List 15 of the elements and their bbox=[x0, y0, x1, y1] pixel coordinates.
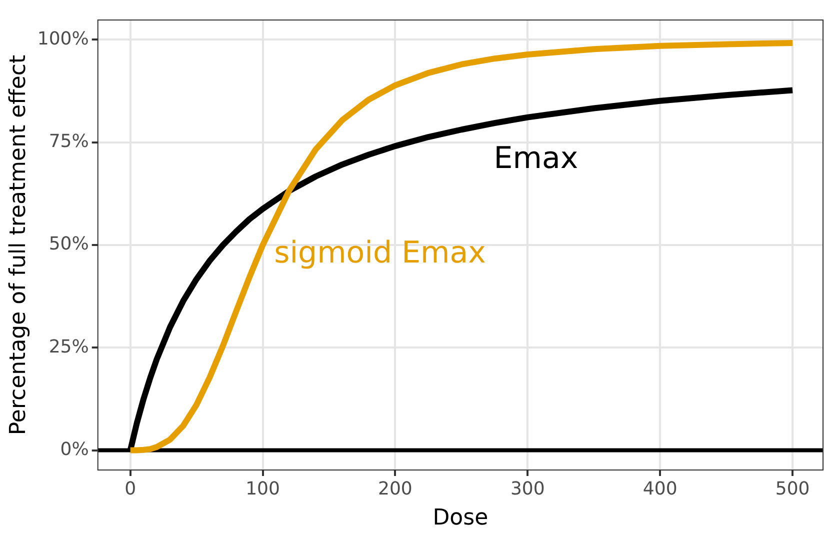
y-tick-label: 50% bbox=[48, 234, 89, 255]
y-tick-label: 0% bbox=[60, 438, 89, 460]
x-tick-label: 500 bbox=[775, 478, 810, 500]
x-tick-label: 400 bbox=[642, 478, 678, 500]
x-tick-label: 200 bbox=[378, 478, 412, 500]
y-tick-label: 25% bbox=[48, 336, 89, 358]
x-tick-label: 100 bbox=[246, 478, 280, 500]
series-label: Emax bbox=[494, 141, 578, 176]
series-label: sigmoid Emax bbox=[274, 236, 486, 271]
x-axis-title: Dose bbox=[432, 506, 488, 531]
y-tick-label: 100% bbox=[37, 28, 89, 50]
x-tick-label: 300 bbox=[510, 478, 545, 500]
y-tick-label: 75% bbox=[48, 131, 89, 152]
x-tick-label: 0 bbox=[124, 478, 136, 500]
y-axis-title: Percentage of full treatment effect bbox=[6, 54, 31, 436]
